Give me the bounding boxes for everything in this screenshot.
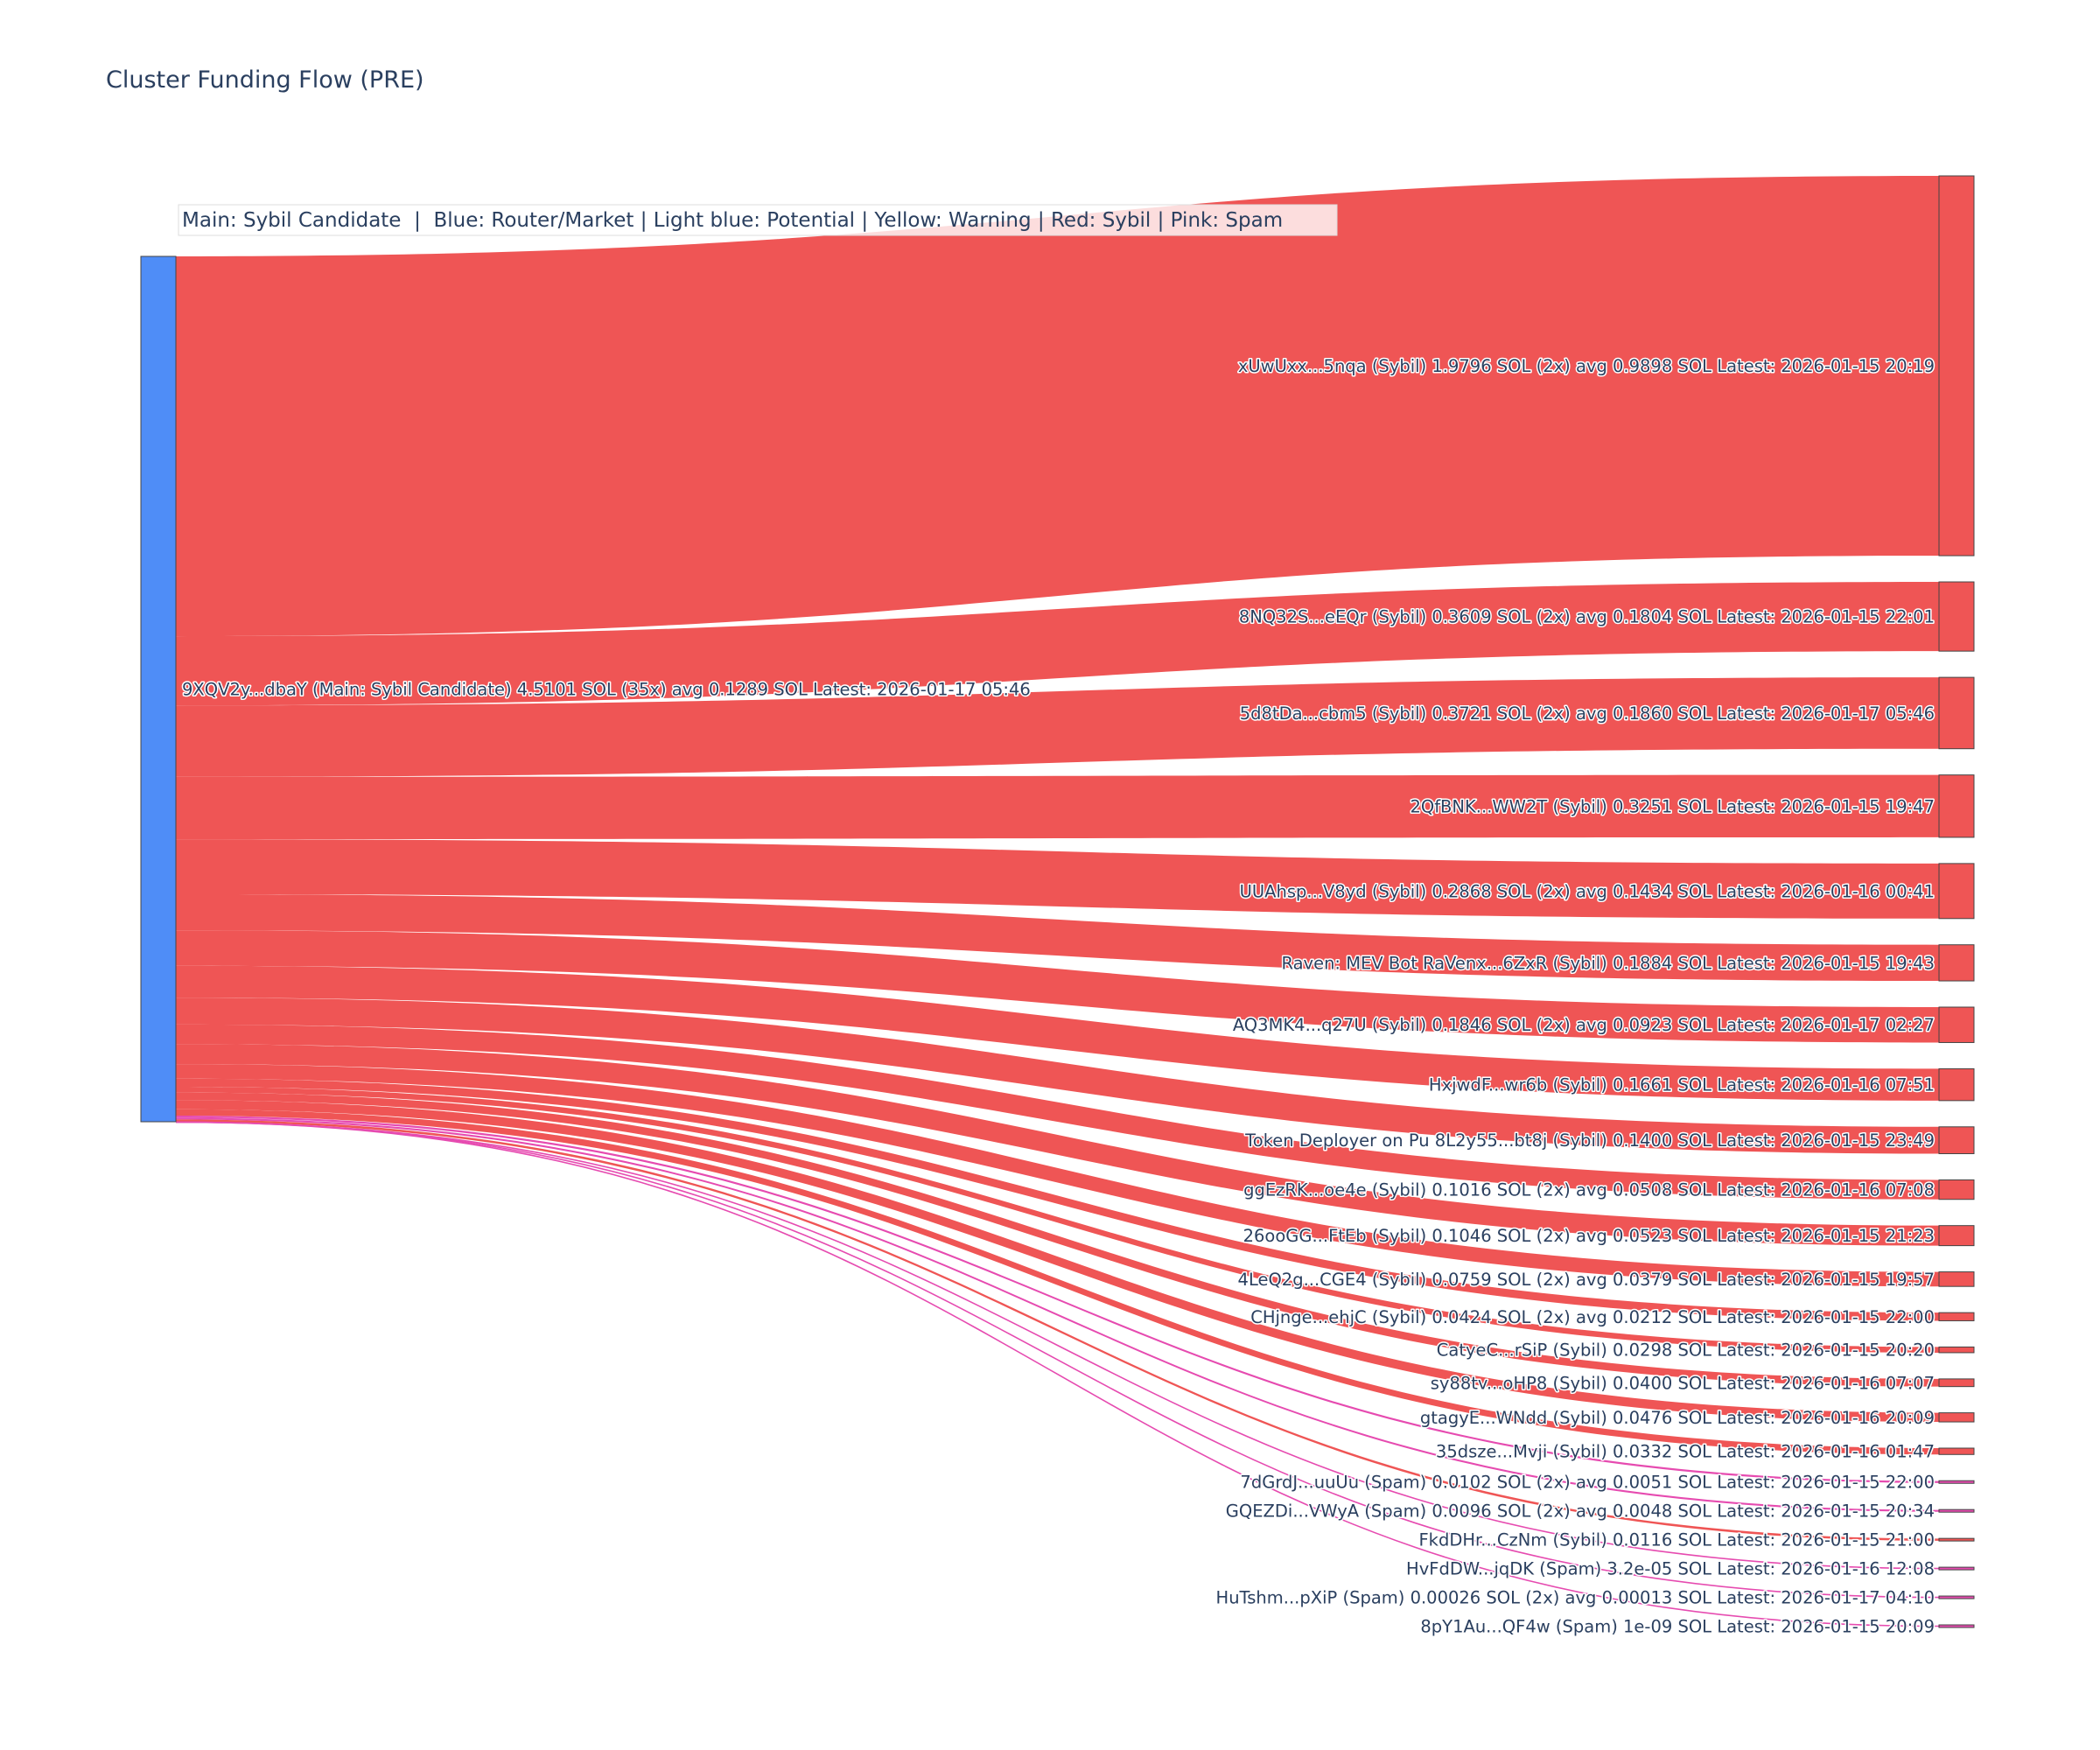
target-node[interactable] — [1938, 1068, 1975, 1102]
target-node-label: gtagyE...WNdd (Sybil) 0.0476 SOL Latest:… — [1420, 1408, 1935, 1428]
flow-link[interactable] — [176, 965, 1939, 1101]
flow-link[interactable] — [176, 1109, 1939, 1455]
flow-link[interactable] — [176, 1092, 1939, 1387]
flow-link[interactable] — [176, 1024, 1939, 1200]
target-node[interactable] — [1938, 1508, 1975, 1513]
target-node-label: xUwUxx...5nqa (Sybil) 1.9796 SOL (2x) av… — [1238, 356, 1935, 376]
flow-link[interactable] — [176, 930, 1939, 1043]
target-node-label: sy88tv...oHP8 (Sybil) 0.0400 SOL Latest:… — [1431, 1373, 1935, 1393]
target-node-label: Raven: MEV Bot RaVenx...6ZxR (Sybil) 0.1… — [1281, 953, 1935, 973]
target-node[interactable] — [1938, 944, 1975, 982]
target-node[interactable] — [1938, 1595, 1975, 1600]
target-node[interactable] — [1938, 1624, 1975, 1628]
target-node[interactable] — [1938, 774, 1975, 838]
flow-link[interactable] — [176, 1078, 1939, 1321]
target-node[interactable] — [1938, 676, 1975, 750]
target-node[interactable] — [1938, 1271, 1975, 1287]
node-labels: 9XQV2y...dbaY (Main: Sybil Candidate) 4.… — [181, 355, 1936, 1638]
target-node-label: FkdDHr...CzNm (Sybil) 0.0116 SOL Latest:… — [1418, 1530, 1935, 1550]
flow-link[interactable] — [176, 1100, 1939, 1423]
flow-link[interactable] — [176, 1087, 1939, 1353]
flow-link[interactable] — [176, 839, 1939, 919]
target-node-label: 2QfBNK...WW2T (Sybil) 0.3251 SOL Latest:… — [1410, 796, 1935, 816]
target-node-label: 8pY1Au...QF4w (Spam) 1e-09 SOL Latest: 2… — [1420, 1617, 1935, 1637]
flow-nodes — [140, 175, 1975, 1628]
target-node[interactable] — [1938, 1447, 1975, 1455]
target-node-label: 26ooGG...FtEb (Sybil) 0.1046 SOL (2x) av… — [1243, 1226, 1935, 1246]
target-node-label: HuTshm...pXiP (Spam) 0.00026 SOL (2x) av… — [1216, 1588, 1935, 1608]
target-node[interactable] — [1938, 1378, 1975, 1388]
flow-link[interactable] — [176, 1117, 1939, 1512]
legend-text: Main: Sybil Candidate | Blue: Router/Mar… — [182, 209, 1283, 232]
target-node-label: AQ3MK4...q27U (Sybil) 0.1846 SOL (2x) av… — [1233, 1015, 1935, 1035]
flow-link[interactable] — [176, 677, 1939, 777]
target-node[interactable] — [1938, 1480, 1975, 1484]
flow-link[interactable] — [175, 1121, 1940, 1570]
target-node[interactable] — [1938, 1006, 1975, 1043]
target-node[interactable] — [1938, 1566, 1975, 1571]
target-node[interactable] — [1938, 863, 1975, 920]
target-node[interactable] — [1938, 1126, 1975, 1154]
flow-link[interactable] — [176, 1119, 1939, 1541]
source-node[interactable] — [140, 256, 177, 1123]
target-node[interactable] — [1938, 1412, 1975, 1423]
target-node-label: 8NQ32S...eEQr (Sybil) 0.3609 SOL (2x) av… — [1239, 607, 1935, 627]
flow-link[interactable] — [175, 1121, 1940, 1628]
flow-link[interactable] — [176, 998, 1939, 1154]
target-node-label: UUAhsp...V8yd (Sybil) 0.2868 SOL (2x) av… — [1240, 881, 1935, 901]
target-node-label: ggEzRK...oe4e (Sybil) 0.1016 SOL (2x) av… — [1243, 1180, 1935, 1200]
target-node-label: HxjwdF...wr6b (Sybil) 0.1661 SOL Latest:… — [1429, 1075, 1935, 1096]
target-node-label: 35dsze...Mvji (Sybil) 0.0332 SOL Latest:… — [1436, 1442, 1935, 1462]
target-node-label: HvFdDW...jqDK (Spam) 3.2e-05 SOL Latest:… — [1406, 1559, 1935, 1579]
target-node-label: 4LeQ2g...CGE4 (Sybil) 0.0759 SOL (2x) av… — [1238, 1270, 1935, 1290]
legend-box — [178, 204, 1338, 236]
target-node[interactable] — [1938, 1537, 1975, 1542]
flow-link[interactable] — [176, 774, 1939, 840]
target-node[interactable] — [1938, 175, 1975, 556]
chart-title: Cluster Funding Flow (PRE) — [106, 66, 424, 94]
target-node[interactable] — [1938, 581, 1975, 652]
target-node[interactable] — [1938, 1225, 1975, 1247]
flow-link[interactable] — [176, 1116, 1939, 1483]
target-node[interactable] — [1938, 1312, 1975, 1321]
flow-link[interactable] — [176, 1064, 1939, 1287]
target-node[interactable] — [1938, 1346, 1975, 1354]
flow-link[interactable] — [176, 1044, 1939, 1246]
target-node-label: CHjnge...ehjC (Sybil) 0.0424 SOL (2x) av… — [1250, 1307, 1935, 1327]
target-node-label: 5d8tDa...cbm5 (Sybil) 0.3721 SOL (2x) av… — [1240, 704, 1935, 724]
target-node[interactable] — [1938, 1179, 1975, 1200]
target-node-label: CatyeC...rSiP (Sybil) 0.0298 SOL Latest:… — [1437, 1340, 1935, 1361]
flow-links — [175, 176, 1940, 1628]
source-node-label: 9XQV2y...dbaY (Main: Sybil Candidate) 4.… — [182, 680, 1031, 700]
flow-link[interactable] — [175, 1121, 1940, 1599]
flow-link[interactable] — [176, 582, 1939, 706]
flow-link[interactable] — [176, 893, 1939, 982]
flow-link[interactable] — [176, 176, 1939, 637]
target-node-label: Token Deployer on Pu 8L2y55...bt8j (Sybi… — [1244, 1130, 1935, 1151]
target-node-label: GQEZDi...VWyA (Spam) 0.0096 SOL (2x) avg… — [1226, 1502, 1935, 1522]
target-node-label: 7dGrdJ...uuUu (Spam) 0.0102 SOL (2x) avg… — [1240, 1473, 1935, 1493]
legend-annotation: Main: Sybil Candidate | Blue: Router/Mar… — [178, 204, 1338, 236]
